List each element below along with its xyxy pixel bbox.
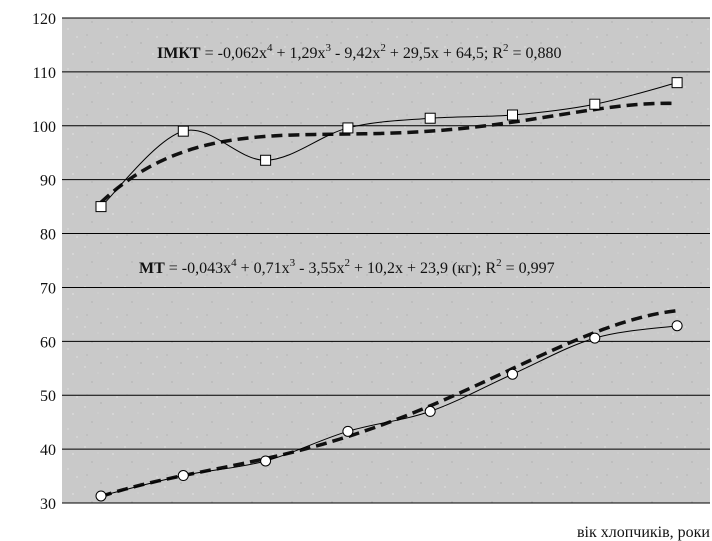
series-markers [95, 77, 683, 502]
mt-eq-part: + 0,71x [237, 260, 290, 277]
data-point-imkt [177, 125, 189, 137]
y-tick-label: 30 [40, 496, 56, 513]
imkt-eq-part: + 1,29x [272, 45, 325, 62]
data-point-imkt [260, 154, 272, 166]
y-tick-label: 40 [40, 442, 56, 459]
y-tick-label: 110 [33, 65, 56, 82]
data-point-mt [507, 368, 518, 380]
imkt-eq-exp: 4 [267, 42, 273, 54]
y-tick-label: 80 [40, 227, 56, 244]
y-tick-label: 60 [40, 334, 56, 351]
data-point-imkt [342, 122, 354, 134]
y-axis-tick-labels: 30 40 50 60 70 80 90 100 110 120 [32, 11, 56, 513]
y-tick-label: 90 [40, 173, 56, 190]
imkt-eq-part: = 0,880 [509, 45, 562, 62]
data-point-mt [260, 455, 272, 467]
mt-eq-exp: 3 [290, 257, 296, 269]
series-line-mt [100, 325, 678, 497]
x-axis-label: вік хлопчиків, роки [577, 524, 710, 541]
mt-eq-exp: 2 [496, 257, 502, 269]
imkt-eq-part: + 29,5x + 64,5; R [386, 45, 503, 62]
imkt-eq-exp: 2 [503, 42, 509, 54]
data-point-imkt [95, 201, 107, 213]
imkt-eq-part: - 9,42x [331, 45, 380, 62]
y-tick-label: 50 [40, 388, 56, 405]
y-tick-label: 70 [40, 280, 56, 297]
mt-eq-exp: 4 [231, 257, 237, 269]
imkt-equation-name: ІМКТ [157, 45, 201, 62]
data-point-imkt [589, 98, 601, 110]
y-tick-label: 120 [32, 11, 56, 28]
mt-equation-name: МТ [139, 260, 165, 277]
mt-eq-part: = 0,997 [502, 260, 555, 277]
gridlines [62, 17, 710, 504]
data-point-mt [589, 332, 601, 344]
imkt-eq-exp: 2 [380, 42, 386, 54]
data-point-mt [342, 425, 354, 437]
data-point-imkt [671, 77, 683, 89]
imkt-equation: ІМКТ = -0,062x4 + 1,29x3 - 9,42x2 + 29,5… [157, 42, 562, 62]
y-tick-label: 100 [32, 119, 56, 136]
data-point-mt [95, 490, 107, 502]
data-point-mt [424, 405, 436, 417]
mt-eq-exp: 2 [345, 257, 351, 269]
data-point-mt [671, 320, 683, 332]
data-point-imkt [507, 109, 518, 121]
imkt-eq-part: = -0,062x [201, 45, 267, 62]
data-point-imkt [424, 112, 436, 124]
mt-eq-part: + 10,2x + 23,9 (кг); R [350, 260, 496, 277]
mt-eq-part: = -0,043x [165, 260, 231, 277]
mt-equation: МТ = -0,043x4 + 0,71x3 - 3,55x2 + 10,2x … [139, 257, 555, 277]
mt-eq-part: - 3,55x [295, 260, 344, 277]
data-point-mt [177, 470, 189, 482]
imkt-eq-exp: 3 [326, 42, 332, 54]
trendline-imkt [99, 101, 678, 204]
